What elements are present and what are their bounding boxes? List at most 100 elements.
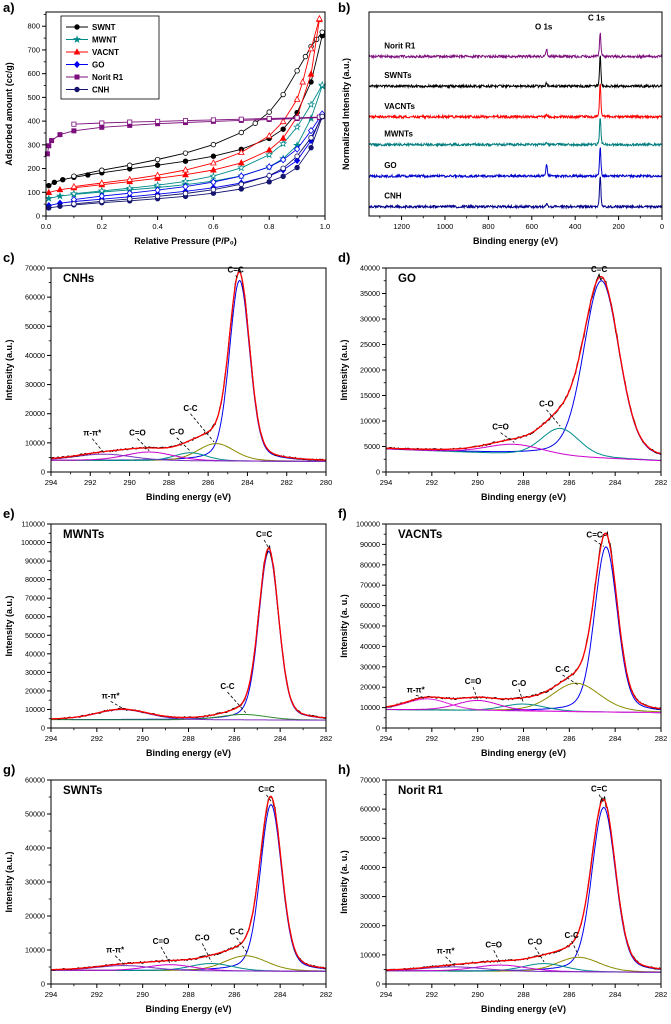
data-trace — [50, 796, 327, 971]
svg-text:0: 0 — [41, 468, 45, 477]
svg-text:15000: 15000 — [360, 391, 380, 400]
svg-text:10000: 10000 — [360, 417, 380, 426]
panel-f: f) C=C C-C C-O C=O π-π* VACNTs 294 292 290 288 286… — [337, 506, 670, 760]
plot-frame — [368, 11, 663, 217]
svg-text:294: 294 — [380, 478, 393, 487]
svg-text:VACNT: VACNT — [92, 48, 119, 57]
plot-frame — [385, 267, 662, 473]
component-C-O — [385, 427, 662, 461]
panel-f-content: C=C C-C C-O C=O π-π* VACNTs 294 292 290 288 286 284… — [339, 520, 667, 759]
svg-text:30000: 30000 — [360, 662, 380, 671]
svg-text:0: 0 — [41, 724, 45, 733]
svg-text:400: 400 — [569, 222, 582, 231]
svg-text:30000: 30000 — [25, 668, 45, 677]
svg-text:200: 200 — [27, 164, 40, 173]
svg-text:284: 284 — [609, 990, 622, 999]
svg-text:40000: 40000 — [360, 863, 380, 872]
svg-text:Norit R1: Norit R1 — [92, 73, 124, 82]
envelope — [385, 532, 662, 710]
panel-h-content: C=C C-C C-O C=O π-π* Norit R1 294 292 290 288 286 2… — [339, 776, 667, 1015]
svg-text:0.6: 0.6 — [208, 222, 218, 231]
svg-text:100: 100 — [27, 188, 40, 197]
svg-text:CNHs: CNHs — [63, 273, 94, 285]
svg-text:Intensity (a.u.): Intensity (a.u.) — [339, 339, 349, 400]
svg-text:0: 0 — [41, 980, 45, 989]
svg-text:400: 400 — [27, 117, 40, 126]
svg-text:200: 200 — [612, 222, 625, 231]
svg-text:C 1s: C 1s — [588, 13, 605, 22]
svg-text:110000: 110000 — [22, 520, 45, 529]
svg-text:60000: 60000 — [25, 776, 45, 785]
svg-text:C-C: C-C — [555, 665, 569, 674]
svg-text:0.2: 0.2 — [97, 222, 107, 231]
panel-b-plot: Norit R1 SWNTs VACNTs MWNTs GO CNH O 1s C 1s 120… — [341, 11, 664, 246]
svg-text:60000: 60000 — [25, 293, 45, 302]
svg-text:0: 0 — [376, 980, 380, 989]
plot-frame — [385, 779, 662, 985]
panel-letter-e: e) — [3, 506, 15, 521]
svg-text:30000: 30000 — [25, 878, 45, 887]
panel-g-plot: C=C C-C C-O C=O π-π* SWNTs 294 292 290 288 286 284 2… — [4, 776, 332, 1015]
svg-text:O 1s: O 1s — [535, 23, 553, 32]
svg-text:20000: 20000 — [25, 409, 45, 418]
panel-g-content: C=C C-C C-O C=O π-π* SWNTs 294 292 290 288 286 284 2… — [4, 776, 332, 1015]
svg-text:40000: 40000 — [25, 844, 45, 853]
svg-text:Intensity (a.u.): Intensity (a.u.) — [4, 339, 14, 400]
panel-d-content: C=C C-O C=O GO 294 292 290 288 286 284 282 0 5000 100… — [339, 264, 667, 503]
panel-a: a) 0.0 0.2 0.4 0.6 0.8 1.0 0 100 200 300 400 500 600… — [2, 0, 335, 248]
svg-text:286: 286 — [228, 990, 241, 999]
svg-text:0: 0 — [36, 212, 40, 221]
envelope — [386, 276, 662, 455]
svg-text:Norit R1: Norit R1 — [384, 42, 416, 51]
svg-text:280: 280 — [320, 478, 333, 487]
svg-text:20000: 20000 — [360, 921, 380, 930]
svg-text:294: 294 — [45, 990, 58, 999]
svg-text:20000: 20000 — [360, 366, 380, 375]
svg-text:GO: GO — [384, 161, 396, 170]
svg-text:C=C: C=C — [586, 530, 602, 539]
svg-text:700: 700 — [27, 45, 40, 54]
svg-text:SWNTs: SWNTs — [384, 71, 412, 80]
svg-text:70000: 70000 — [25, 594, 45, 603]
svg-text:30000: 30000 — [25, 380, 45, 389]
component-C=C — [386, 806, 662, 972]
panel-g: g) C=C C-C C-O C=O π-π* SWNTs 294 292 290 288 286 2… — [2, 762, 335, 1016]
svg-text:Binding energy (eV): Binding energy (eV) — [481, 1004, 566, 1014]
svg-text:MWNTs: MWNTs — [384, 130, 413, 139]
svg-text:70000: 70000 — [360, 776, 380, 785]
panel-d-plot: C=C C-O C=O GO 294 292 290 288 286 284 282 0 5000 100… — [339, 264, 667, 503]
svg-text:282: 282 — [655, 478, 668, 487]
data-trace — [385, 796, 662, 972]
svg-text:10000: 10000 — [360, 950, 380, 959]
svg-text:Intensity (a. u.): Intensity (a. u.) — [339, 594, 349, 658]
svg-text:C-O: C-O — [539, 400, 554, 409]
panel-e: e) C=C C-C π-π* MWNTs 294 292 290 288 286 284 282 0… — [2, 506, 335, 760]
svg-text:C-O: C-O — [512, 679, 527, 688]
svg-text:C=C: C=C — [228, 265, 244, 274]
svg-text:10000: 10000 — [360, 703, 380, 712]
svg-text:290: 290 — [136, 990, 149, 999]
svg-text:40000: 40000 — [25, 649, 45, 658]
panel-e-content: C=C C-C π-π* MWNTs 294 292 290 288 286 284 282 0 100… — [4, 520, 332, 759]
series-CNH — [46, 113, 325, 211]
data-trace — [385, 272, 662, 455]
trace-Norit R1 — [368, 32, 663, 60]
svg-text:292: 292 — [426, 990, 439, 999]
svg-text:Binding energy (eV): Binding energy (eV) — [481, 492, 566, 502]
svg-text:0.0: 0.0 — [41, 222, 51, 231]
svg-text:286: 286 — [563, 478, 576, 487]
svg-text:40000: 40000 — [25, 351, 45, 360]
svg-text:Intensity (a. u.): Intensity (a. u.) — [339, 850, 349, 914]
svg-text:292: 292 — [426, 734, 439, 743]
svg-text:288: 288 — [517, 990, 530, 999]
svg-text:CNH: CNH — [384, 192, 402, 201]
svg-text:284: 284 — [609, 478, 622, 487]
component-C-C — [51, 955, 326, 972]
svg-text:C=O: C=O — [485, 940, 502, 949]
svg-text:C=O: C=O — [492, 423, 509, 432]
svg-text:50000: 50000 — [25, 322, 45, 331]
svg-text:294: 294 — [45, 734, 58, 743]
svg-text:286: 286 — [202, 478, 215, 487]
svg-text:0.8: 0.8 — [264, 222, 274, 231]
panel-b: b) Norit R1 SWNTs VACNTs MWNTs GO CNH O 1s C 1s… — [337, 0, 670, 248]
